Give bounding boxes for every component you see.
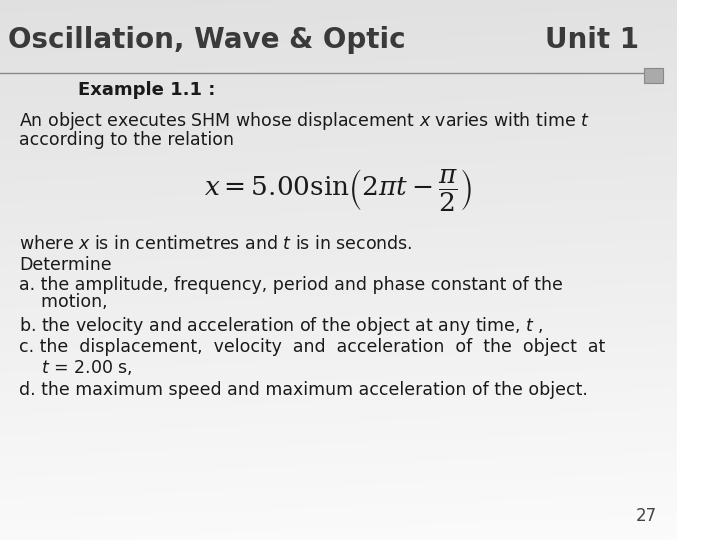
Text: Unit 1: Unit 1 xyxy=(545,26,639,55)
Text: a. the amplitude, frequency, period and phase constant of the: a. the amplitude, frequency, period and … xyxy=(19,276,563,294)
Text: $x = 5.00\sin\!\left(2\pi t - \dfrac{\pi}{2}\right)$: $x = 5.00\sin\!\left(2\pi t - \dfrac{\pi… xyxy=(204,167,472,213)
Text: $t$ = 2.00 s,: $t$ = 2.00 s, xyxy=(19,357,132,377)
Text: Example 1.1 :: Example 1.1 : xyxy=(78,81,215,99)
FancyBboxPatch shape xyxy=(644,68,662,83)
Text: An object executes SHM whose displacement $x$ varies with time $t$: An object executes SHM whose displacemen… xyxy=(19,111,590,132)
Text: c. the  displacement,  velocity  and  acceleration  of  the  object  at: c. the displacement, velocity and accele… xyxy=(19,338,606,356)
Text: motion,: motion, xyxy=(19,293,107,312)
Text: Oscillation, Wave & Optic: Oscillation, Wave & Optic xyxy=(8,26,406,55)
Text: 27: 27 xyxy=(636,507,657,525)
Text: Determine: Determine xyxy=(19,255,112,274)
Text: where $x$ is in centimetres and $t$ is in seconds.: where $x$ is in centimetres and $t$ is i… xyxy=(19,235,413,253)
Text: according to the relation: according to the relation xyxy=(19,131,234,149)
Text: d. the maximum speed and maximum acceleration of the object.: d. the maximum speed and maximum acceler… xyxy=(19,381,588,399)
Text: b. the velocity and acceleration of the object at any time, $t$ ,: b. the velocity and acceleration of the … xyxy=(19,315,544,337)
